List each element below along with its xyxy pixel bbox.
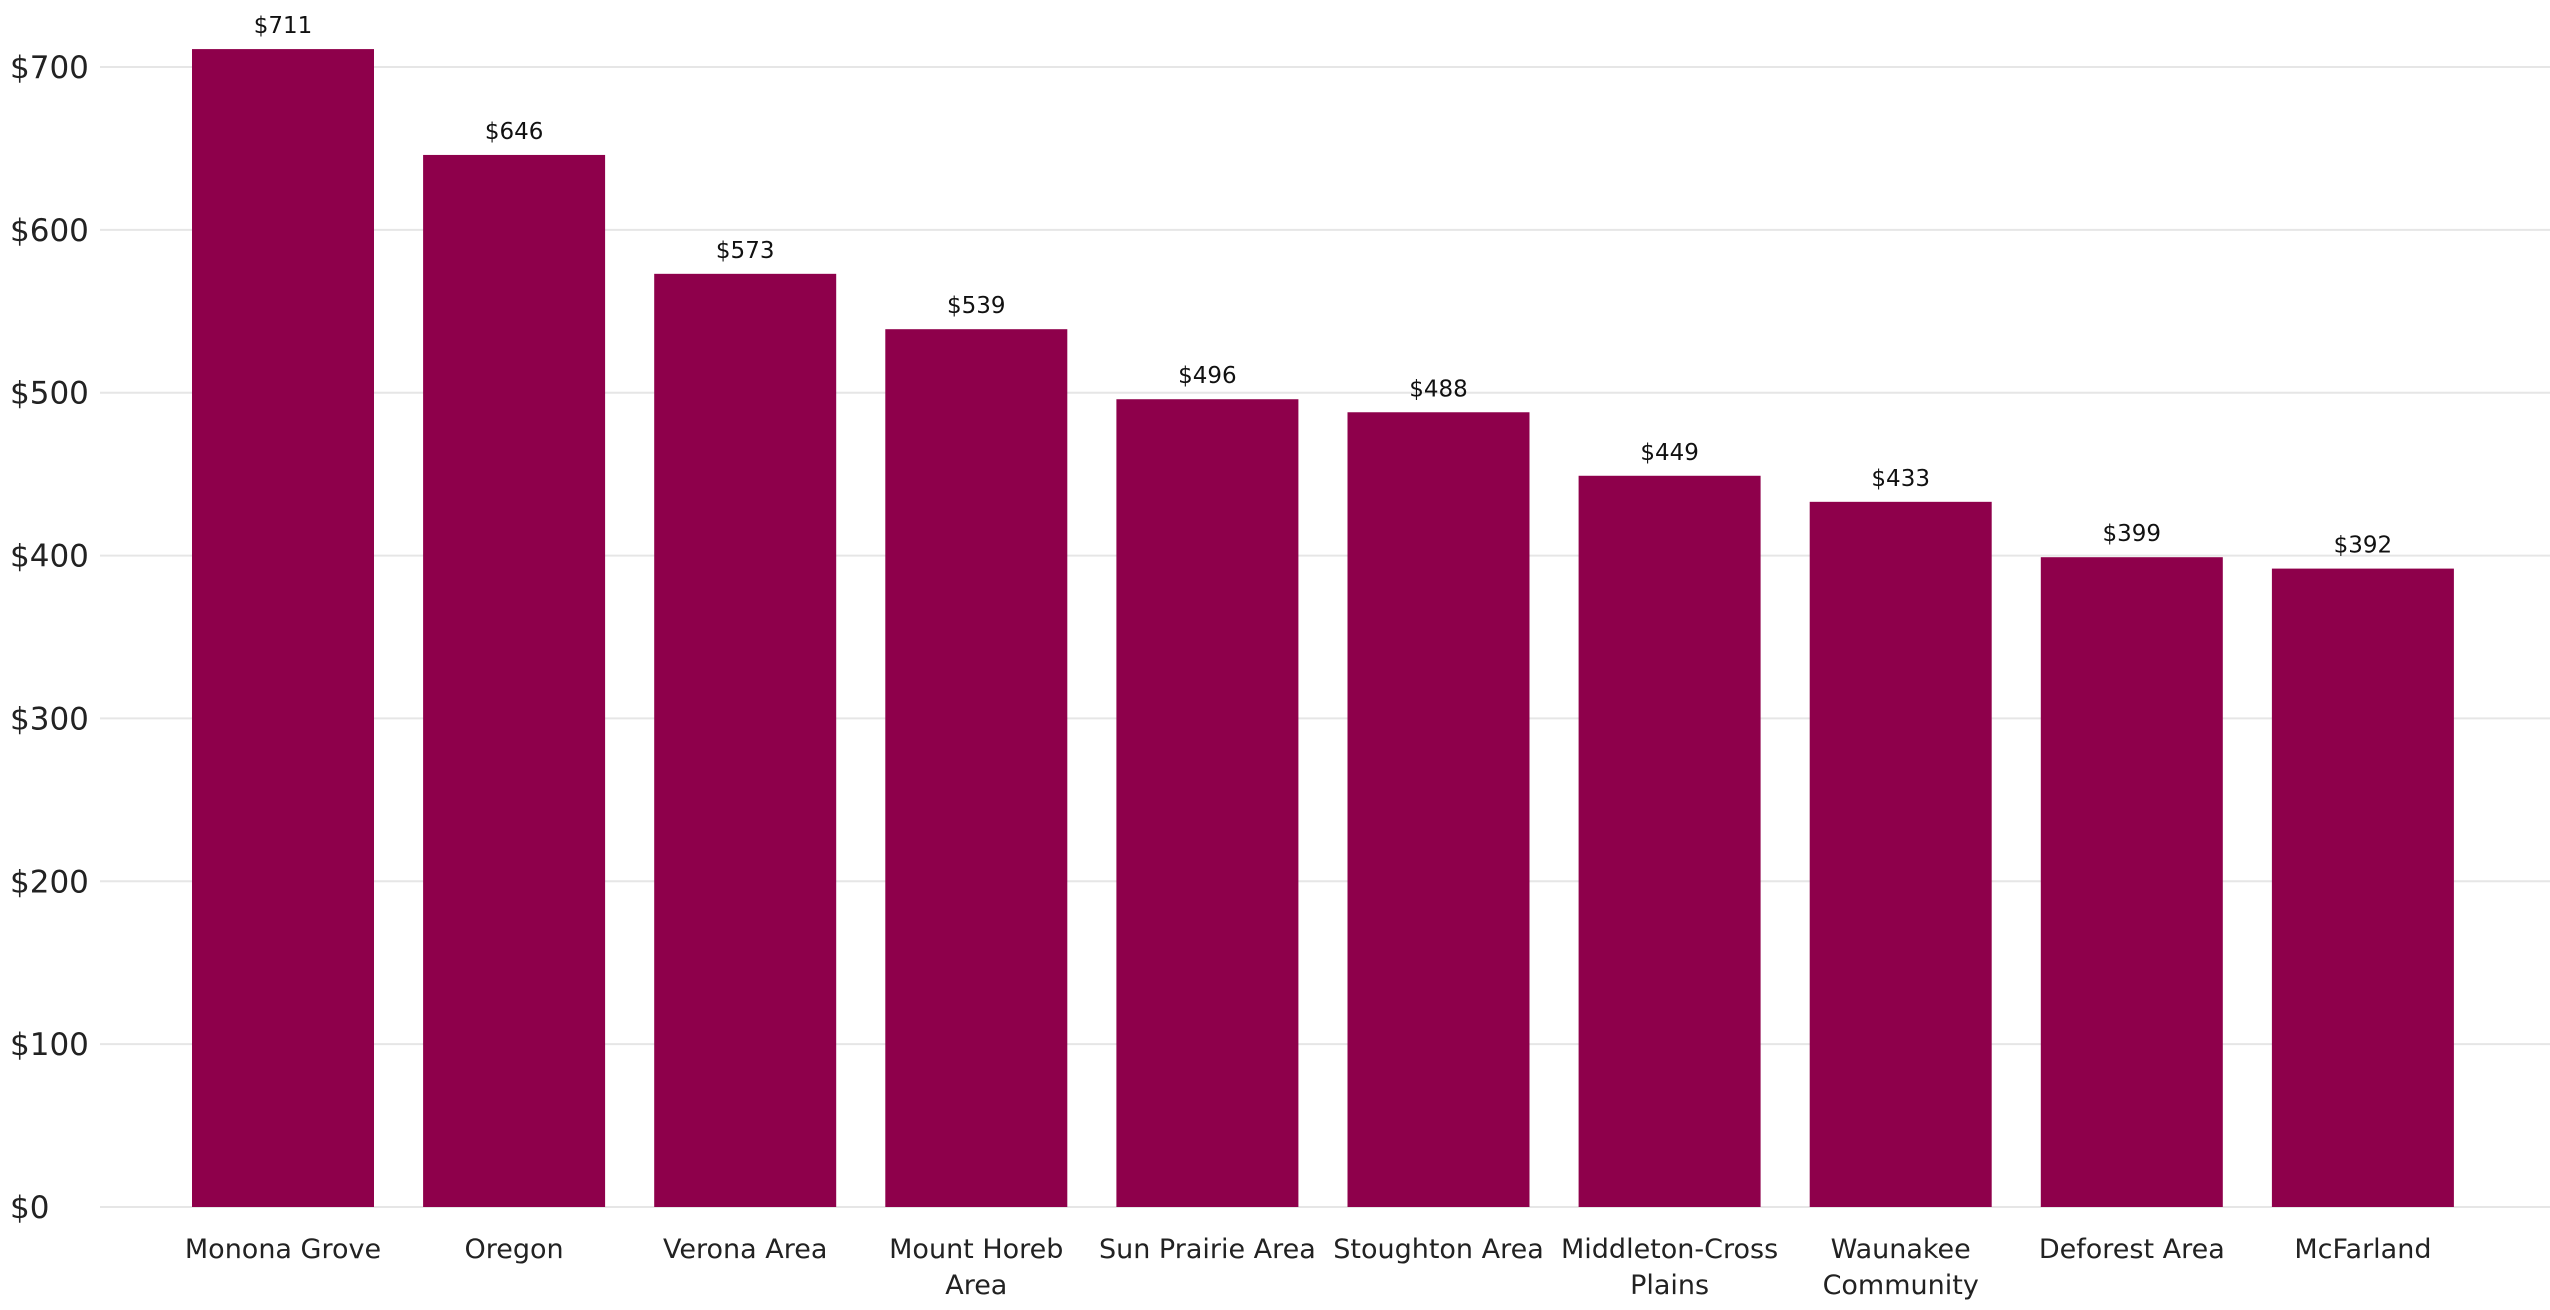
x-tick-label: Sun Prairie Area — [1099, 1234, 1316, 1265]
y-tick-label: $600 — [10, 213, 89, 249]
x-tick-label: Oregon — [465, 1234, 564, 1265]
x-axis: Monona Grove Oregon Verona Area Mount Horeb… — [185, 1234, 2432, 1301]
data-label: $539 — [947, 293, 1006, 319]
data-label: $449 — [1640, 440, 1699, 466]
x-tick-label-line: Area — [945, 1270, 1007, 1301]
data-label: $496 — [1178, 363, 1237, 389]
data-label: $646 — [485, 119, 544, 145]
data-label: $433 — [1871, 466, 1930, 492]
bar — [1116, 399, 1299, 1207]
x-tick-label: Verona Area — [663, 1234, 827, 1265]
bar — [423, 154, 606, 1207]
x-tick-label-line: Verona Area — [663, 1234, 827, 1265]
data-labels: $711 $646 $573 $539 $496 $488 $449 $433 $399 $392 — [254, 13, 2392, 559]
y-tick-label: $700 — [10, 50, 89, 86]
bar — [2271, 568, 2454, 1207]
data-label: $392 — [2334, 533, 2393, 559]
x-tick-label-line: Mount Horeb — [889, 1234, 1063, 1265]
data-label: $399 — [2103, 521, 2162, 547]
data-label: $573 — [716, 238, 775, 264]
y-tick-label: $200 — [10, 864, 89, 900]
y-tick-label: $100 — [10, 1027, 89, 1063]
y-tick-label: $300 — [10, 701, 89, 737]
x-tick-label: McFarland — [2294, 1234, 2431, 1265]
y-tick-label: $500 — [10, 376, 89, 412]
data-label: $488 — [1409, 376, 1468, 402]
bars — [192, 49, 2454, 1208]
x-tick-label: Deforest Area — [2039, 1234, 2225, 1265]
x-tick-label-line: Community — [1823, 1270, 1979, 1301]
x-tick-label-line: Monona Grove — [185, 1234, 381, 1265]
x-tick-label-line: Waunakee — [1831, 1234, 1971, 1265]
y-tick-label: $400 — [10, 539, 89, 575]
bar — [2040, 557, 2223, 1207]
x-tick-label: Stoughton Area — [1333, 1234, 1544, 1265]
data-label: $711 — [254, 13, 313, 39]
x-tick-label-line: Sun Prairie Area — [1099, 1234, 1316, 1265]
bar — [1809, 501, 1992, 1207]
x-tick-label-line: Deforest Area — [2039, 1234, 2225, 1265]
x-tick-label-line: Stoughton Area — [1333, 1234, 1544, 1265]
y-axis: $0 $100 $200 $300 $400 $500 $600 $700 — [10, 50, 89, 1226]
x-tick-label: Mount Horeb Area — [889, 1234, 1063, 1301]
x-tick-label-line: McFarland — [2294, 1234, 2431, 1265]
bar — [885, 329, 1068, 1207]
bar — [1347, 412, 1530, 1207]
x-tick-label: Waunakee Community — [1823, 1234, 1979, 1301]
bar — [1578, 475, 1761, 1207]
x-tick-label: Middleton-Cross Plains — [1561, 1234, 1778, 1301]
bar — [192, 49, 374, 1208]
x-tick-label: Monona Grove — [185, 1234, 381, 1265]
x-tick-label-line: Middleton-Cross — [1561, 1234, 1778, 1265]
x-tick-label-line: Oregon — [465, 1234, 564, 1265]
x-tick-label-line: Plains — [1630, 1270, 1709, 1301]
y-tick-label: $0 — [10, 1190, 49, 1226]
bar — [654, 273, 837, 1207]
